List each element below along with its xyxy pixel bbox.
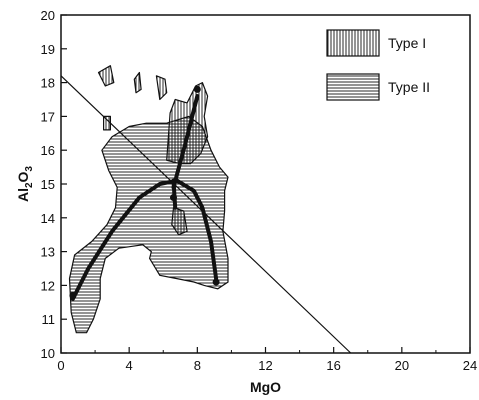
legend-label-type-2: Type II xyxy=(388,79,430,95)
legend-swatch-type-2 xyxy=(326,73,380,101)
x-axis-label: MgO xyxy=(250,379,281,395)
y-tick-label-13: 13 xyxy=(41,245,55,260)
y-tick-label-14: 14 xyxy=(41,211,55,226)
legend-item-type-1: Type I xyxy=(326,29,426,57)
region-type-1-type1-blob-d xyxy=(102,115,112,131)
trend-line-left xyxy=(70,178,179,301)
legend-label-type-1: Type I xyxy=(388,35,426,51)
plot-area xyxy=(60,65,352,354)
x-tick-label-4: 4 xyxy=(126,358,133,373)
y-tick-label-10: 10 xyxy=(41,346,55,361)
legend-swatch-type-1 xyxy=(326,29,380,57)
x-tick-label-20: 20 xyxy=(395,358,409,373)
data-point-1 xyxy=(170,194,177,201)
y-tick-label-20: 20 xyxy=(41,8,55,23)
data-point-2 xyxy=(193,85,201,93)
trend-line-up xyxy=(171,94,200,190)
y-tick-label-17: 17 xyxy=(41,109,55,124)
x-tick-label-0: 0 xyxy=(57,358,64,373)
y-axis: 10 11 12 13 14 15 16 17 18 19 20 xyxy=(41,8,67,361)
legend-item-type-2: Type II xyxy=(326,73,430,101)
y-tick-label-11: 11 xyxy=(42,312,56,327)
x-axis: 0 4 8 12 16 20 24 xyxy=(57,347,477,373)
trend-line-right xyxy=(174,178,219,281)
y-axis-label-sub-2: 2 xyxy=(24,182,35,188)
x-tick-label-24: 24 xyxy=(463,358,477,373)
y-tick-label-16: 16 xyxy=(41,143,55,158)
y-tick-label-19: 19 xyxy=(41,42,55,57)
data-point-0 xyxy=(69,292,77,299)
data-point-3 xyxy=(212,278,220,286)
region-type-1-type1-blob-e xyxy=(171,207,188,236)
region-type-1-type1-blob-c xyxy=(155,75,168,101)
y-axis-label-o: O xyxy=(15,171,31,182)
y-axis-label: Al2O3 xyxy=(15,166,35,202)
legend: Type I Type II xyxy=(326,29,430,101)
x-tick-label-16: 16 xyxy=(326,358,340,373)
region-type-2 xyxy=(68,115,229,334)
y-axis-label-al: Al xyxy=(15,188,31,202)
region-type-1-type1-blob-a xyxy=(97,65,115,87)
y-tick-label-15: 15 xyxy=(41,177,55,192)
region-type-1-type1-main xyxy=(166,81,209,165)
y-tick-label-18: 18 xyxy=(41,76,55,91)
region-type-1-type1-blob-b xyxy=(133,71,142,94)
y-axis-label-sub-3: 3 xyxy=(24,166,35,172)
x-tick-label-12: 12 xyxy=(258,358,272,373)
y-tick-label-12: 12 xyxy=(41,278,55,293)
x-tick-label-8: 8 xyxy=(194,358,201,373)
